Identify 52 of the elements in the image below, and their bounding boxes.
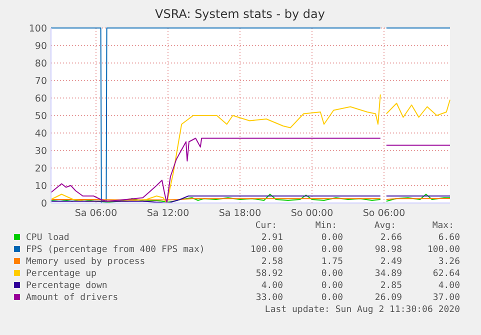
text: 2.85 — [380, 281, 402, 291]
text: 2.58 — [261, 257, 283, 267]
text: 100.00 — [250, 245, 283, 255]
y-tick-label: 60 — [34, 93, 47, 104]
text: 33.00 — [256, 293, 283, 303]
legend-label: FPS (percentage from 400 FPS max) — [26, 245, 205, 255]
legend-label: Memory used by process — [26, 257, 146, 267]
text: 0.00 — [321, 269, 343, 279]
y-tick-label: 80 — [34, 58, 47, 70]
legend-label: Amount of drivers — [26, 293, 118, 303]
text: Avg: — [374, 221, 396, 231]
text: 0.00 — [321, 281, 343, 291]
x-tick-label: So 06:00 — [362, 208, 406, 219]
text: 26.09 — [374, 293, 402, 303]
text: 2.91 — [261, 233, 283, 243]
y-tick-label: 0 — [40, 198, 47, 210]
text: Cur: — [255, 221, 277, 231]
x-tick-label: Sa 18:00 — [218, 208, 262, 219]
y-tick-label: 10 — [34, 180, 47, 192]
text: 3.26 — [438, 257, 460, 267]
legend-label: Percentage down — [26, 281, 108, 291]
text: Max: — [432, 221, 454, 231]
x-tick-label: Sa 06:00 — [74, 208, 118, 219]
y-tick-label: 70 — [34, 76, 47, 87]
text: 0.00 — [321, 233, 343, 243]
text: 4.00 — [261, 281, 283, 291]
text: 1.75 — [321, 257, 343, 267]
text: 98.98 — [374, 245, 402, 255]
text: 100.00 — [427, 245, 460, 255]
text: 37.00 — [432, 293, 460, 303]
y-tick-label: 50 — [34, 110, 47, 122]
text: Last update: Sun Aug 2 11:30:06 2020 — [264, 305, 460, 315]
y-tick-label: 100 — [28, 23, 47, 34]
text: 34.89 — [374, 269, 402, 279]
x-tick-label: So 00:00 — [290, 208, 334, 219]
x-tick-label: Sa 12:00 — [146, 208, 190, 219]
text: 58.92 — [256, 269, 283, 279]
text: 0.00 — [321, 245, 343, 255]
text: 6.60 — [438, 233, 460, 243]
legend-label: Percentage up — [26, 269, 96, 279]
text: 0.00 — [321, 293, 343, 303]
y-tick-label: 40 — [34, 128, 47, 140]
legend-label: CPU load — [26, 233, 70, 243]
y-tick-label: 30 — [34, 146, 47, 157]
text: 62.64 — [432, 269, 460, 279]
text: 2.66 — [380, 233, 402, 243]
text: Min: — [315, 221, 337, 231]
chart-title: VSRA: System stats - by day — [155, 7, 325, 21]
y-tick-label: 20 — [34, 163, 47, 174]
y-tick-label: 90 — [34, 40, 47, 52]
text: 2.49 — [380, 257, 402, 267]
text: 4.00 — [438, 281, 460, 291]
